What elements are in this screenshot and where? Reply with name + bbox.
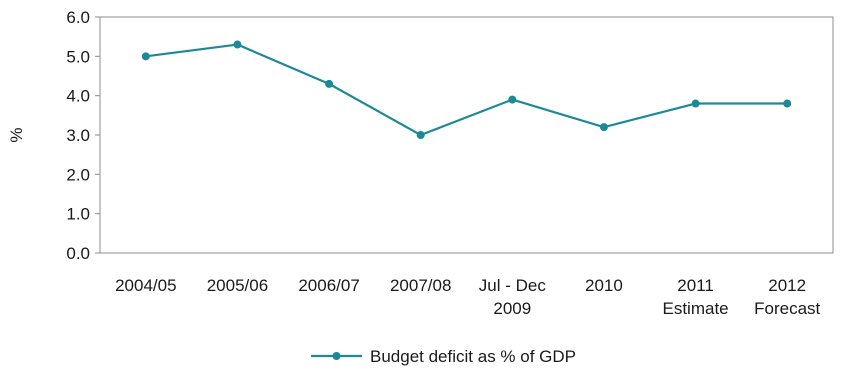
data-point [325,79,334,88]
data-point [508,95,517,104]
x-tick-label: 2005/06 [207,276,268,295]
series-group [141,40,792,139]
y-tick-label: 5.0 [66,47,90,66]
x-tick-label-line: Jul - Dec [479,276,547,295]
x-tick-label-line: Forecast [754,299,820,318]
data-point [599,123,608,132]
legend-label: Budget deficit as % of GDP [370,347,576,366]
x-tick-label: 2011 Estimate [662,276,728,318]
x-tick-label: Jul - Dec 2009 [479,276,547,318]
y-tick-label: 1.0 [66,205,90,224]
data-point [233,40,242,49]
x-tick-label-line: Estimate [662,299,728,318]
x-tick-label-line: 2005/06 [207,276,268,295]
x-tick-label: 2010 [585,276,623,295]
x-tick-label: 2007/08 [390,276,451,295]
x-tick-label-line: 2006/07 [298,276,359,295]
y-tick-label: 4.0 [66,87,90,106]
x-axis-ticks: 2004/05 2005/06 2006/07 2007/08 Jul - Dec 200… [115,276,820,318]
data-point [416,131,425,139]
y-tick-label: 0.0 [66,244,90,263]
data-point [783,99,792,108]
x-tick-label-line: 2012 [768,276,806,295]
x-tick-label: 2012 Forecast [754,276,820,318]
data-point [691,99,700,108]
y-axis-ticks: 0.0 1.0 2.0 3.0 4.0 5.0 6.0 [66,8,100,263]
data-point [141,52,150,61]
x-tick-label: 2004/05 [115,276,176,295]
x-tick-label-line: 2004/05 [115,276,176,295]
series-line [145,43,788,137]
y-axis-title: % [7,127,26,142]
plot-frame [99,16,834,254]
plot-area-border [99,16,834,254]
x-tick-label-line: 2010 [585,276,623,295]
y-tick-label: 3.0 [66,126,90,145]
legend-marker [332,352,341,360]
x-tick-label-line: 2011 [677,276,714,295]
y-tick-label: 2.0 [66,165,90,184]
y-tick-label: 6.0 [66,8,90,27]
x-tick-label-line: 2009 [493,299,531,318]
legend: Budget deficit as % of GDP [311,347,576,366]
x-tick-label: 2006/07 [298,276,359,295]
x-tick-label-line: 2007/08 [390,276,451,295]
